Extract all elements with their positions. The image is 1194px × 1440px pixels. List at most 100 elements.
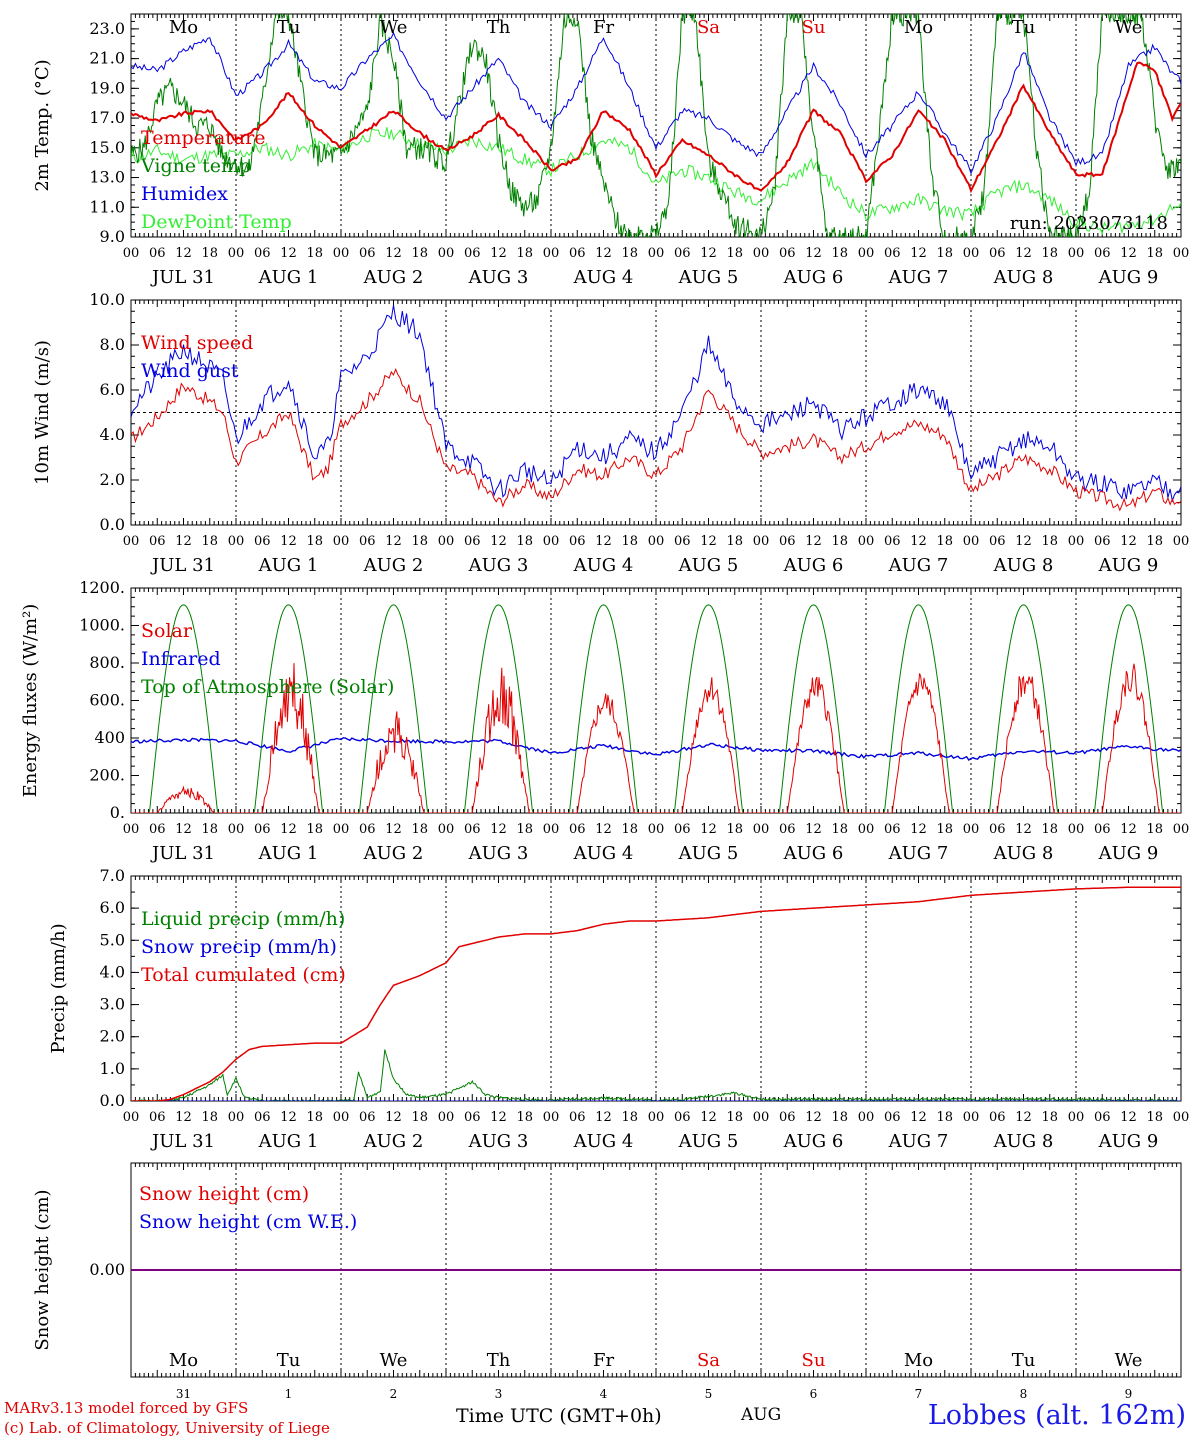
x-tick-label: 18	[831, 534, 848, 549]
x-tick-label: 12	[1015, 1110, 1032, 1125]
x-tick-label: 00	[1068, 822, 1085, 837]
date-label: AUG 6	[783, 1131, 844, 1152]
x-tick-label: 06	[149, 534, 166, 549]
y-tick-label: 2.0	[100, 470, 125, 489]
x-tick-label: 00	[123, 1110, 140, 1125]
lab-credit: (c) Lab. of Climatology, University of L…	[4, 1419, 330, 1437]
y-tick-label: 1200.	[79, 578, 125, 597]
x-tick-label: 18	[621, 1110, 638, 1125]
x-tick-label: 12	[910, 534, 927, 549]
x-tick-label: 06	[464, 1110, 481, 1125]
x-tick-label: 12	[595, 1110, 612, 1125]
x-tick-label: 00	[123, 246, 140, 261]
x-axis-title: Time UTC (GMT+0h)	[456, 1405, 662, 1427]
y-tick-label: 0.	[110, 803, 125, 822]
x-tick-label: 00	[1068, 1110, 1085, 1125]
date-label: AUG 1	[258, 1131, 319, 1152]
x-tick-label: 06	[989, 246, 1006, 261]
date-label: AUG 6	[783, 843, 844, 864]
x-tick-label: 18	[306, 246, 323, 261]
x-tick-label: 06	[1094, 534, 1111, 549]
x-tick-label: 12	[490, 534, 507, 549]
weekday-label: We	[1115, 17, 1143, 38]
y-tick-label: 8.0	[100, 335, 125, 354]
y-tick-label: 15.0	[89, 138, 125, 157]
x-tick-label: 06	[674, 534, 691, 549]
total-cumulated-line	[131, 886, 1181, 1101]
date-label: AUG 3	[468, 267, 529, 288]
x-tick-label: 06	[884, 822, 901, 837]
x-tick-label: 06	[674, 822, 691, 837]
x-tick-label: 18	[411, 246, 428, 261]
x-tick-label: 18	[1041, 1110, 1058, 1125]
y-axis-label: Energy fluxes (W/m²)	[20, 604, 41, 798]
y-tick-label: 19.0	[89, 78, 125, 97]
date-label: AUG 7	[888, 843, 949, 864]
legend-entry: Infrared	[141, 648, 221, 670]
day-number-label: 4	[600, 1387, 608, 1398]
wind-speed-line	[131, 367, 1181, 512]
x-tick-label: 06	[464, 534, 481, 549]
x-tick-label: 06	[779, 822, 796, 837]
y-tick-label: 400	[94, 728, 125, 747]
day-number-label: 6	[810, 1387, 818, 1398]
date-label: AUG 4	[573, 843, 634, 864]
x-tick-label: 12	[280, 534, 297, 549]
meteogram-canvas: 00 06 12 18 00 06 12 18 00 06 12 18 00 06 12 18 00 06 12 18…	[20, 13, 1189, 1398]
y-tick-label: 0.0	[100, 1091, 125, 1110]
x-tick-label: 18	[831, 1110, 848, 1125]
x-tick-label: 00	[438, 1110, 455, 1125]
x-tick-label: 00	[963, 246, 980, 261]
x-tick-label: 12	[1120, 534, 1137, 549]
x-tick-label: 12	[1015, 822, 1032, 837]
date-label: AUG 3	[468, 1131, 529, 1152]
day-number-label: 1	[285, 1387, 293, 1398]
legend-entry: Vigne temp	[140, 155, 251, 177]
date-label: JUL 31	[150, 1131, 215, 1152]
y-tick-label: 10.0	[89, 290, 125, 309]
y-tick-label: 13.0	[89, 168, 125, 187]
toa-solar-line	[131, 604, 1181, 813]
legend-entry: Snow height (cm W.E.)	[139, 1211, 357, 1233]
x-tick-label: 00	[543, 1110, 560, 1125]
y-tick-label: 17.0	[89, 108, 125, 127]
y-tick-label: 9.0	[100, 227, 125, 246]
date-label: AUG 2	[363, 1131, 424, 1152]
x-tick-label: 00	[333, 246, 350, 261]
x-tick-label: 12	[280, 1110, 297, 1125]
x-tick-label: 18	[1146, 246, 1163, 261]
x-tick-label: 06	[674, 1110, 691, 1125]
legend-entry: Total cumulated (cm)	[141, 964, 346, 986]
legend-entry: Snow precip (mm/h)	[141, 936, 337, 958]
x-tick-label: 06	[884, 1110, 901, 1125]
x-tick-label: 12	[385, 822, 402, 837]
date-label: AUG 4	[573, 555, 634, 576]
date-label: AUG 6	[783, 267, 844, 288]
x-tick-label: 12	[490, 246, 507, 261]
date-label: AUG 7	[888, 555, 949, 576]
date-label: AUG 5	[678, 555, 739, 576]
day-number-label: 7	[915, 1387, 923, 1398]
x-tick-label: 00	[963, 822, 980, 837]
x-tick-label: 06	[359, 1110, 376, 1125]
y-tick-label: 600.	[89, 691, 125, 710]
vigne-temp-line	[131, 14, 1181, 237]
x-tick-label: 18	[1041, 246, 1058, 261]
x-tick-label: 06	[254, 1110, 271, 1125]
y-tick-label: 7.0	[100, 866, 125, 885]
date-label: AUG 4	[573, 267, 634, 288]
x-tick-label: 06	[884, 246, 901, 261]
liquid-precip-line	[131, 1049, 1181, 1101]
weekday-label: Mo	[904, 1350, 933, 1371]
x-tick-label: 12	[1120, 246, 1137, 261]
solar-line	[131, 663, 1181, 813]
model-credit: MARv3.13 model forced by GFS	[4, 1399, 249, 1417]
weekday-label: Su	[802, 1350, 826, 1371]
date-label: AUG 9	[1098, 267, 1159, 288]
x-tick-label: 18	[1146, 534, 1163, 549]
x-tick-label: 00	[858, 246, 875, 261]
x-tick-label: 18	[726, 1110, 743, 1125]
day-number-label: 3	[495, 1387, 503, 1398]
date-label: AUG 2	[363, 843, 424, 864]
legend-entry: DewPoint Temp	[141, 211, 292, 233]
